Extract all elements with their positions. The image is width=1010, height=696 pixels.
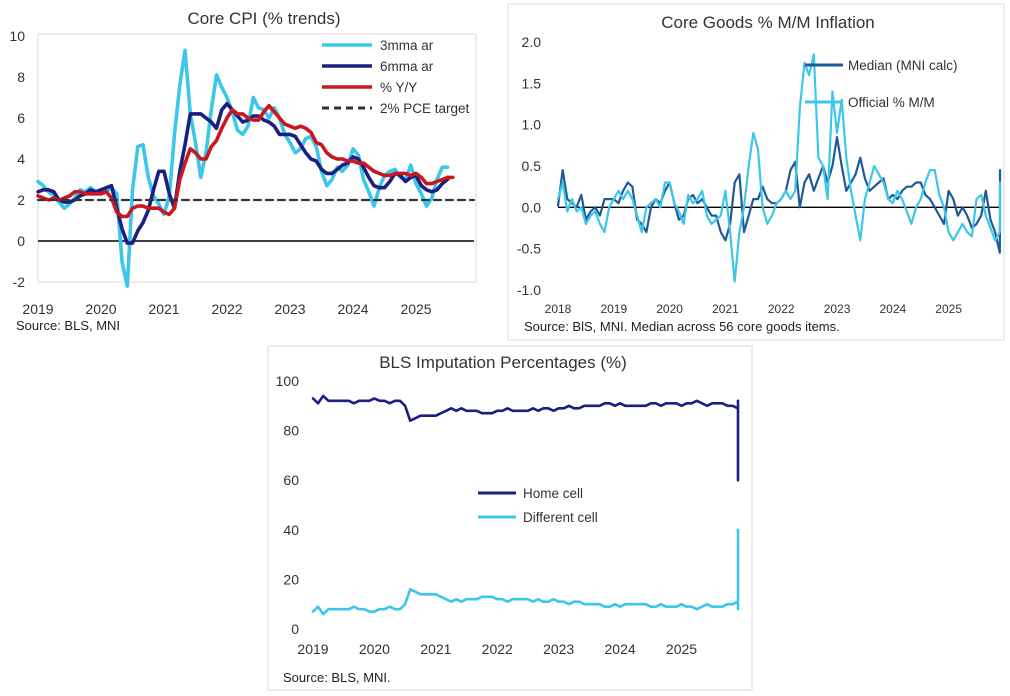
legend-label-home-cell: Home cell [523, 486, 583, 501]
imputation-source: Source: BLS, MNI. [283, 670, 391, 685]
legend-label-different-cell: Different cell [523, 510, 598, 525]
goods-xtick-label: 2018 [545, 302, 572, 316]
legend-label-median: Median (MNI calc) [848, 58, 958, 73]
imputation-legend: Home cell Different cell [478, 486, 598, 525]
core-goods-legend: Median (MNI calc) Official % M/M [805, 58, 958, 110]
imput-xtick-label: 2023 [543, 641, 574, 657]
cpi-xtick-label: 2022 [211, 301, 242, 317]
cpi-xtick-label: 2024 [337, 301, 368, 317]
imput-xtick-label: 2019 [297, 641, 328, 657]
goods-xtick-label: 2021 [712, 302, 739, 316]
cpi-ytick-label: 8 [17, 69, 25, 85]
cpi-xtick-label: 2020 [85, 301, 116, 317]
cpi-ytick-label: 6 [17, 110, 25, 126]
imputation-title: BLS Imputation Percentages (%) [379, 353, 627, 372]
imput-series-different-cell [311, 528, 740, 616]
core-cpi-title: Core CPI (% trends) [187, 9, 340, 28]
imputation-chart: BLS Imputation Percentages (%) 0 20 40 60 80… [267, 345, 753, 691]
imput-xtick-label: 2020 [359, 641, 390, 657]
core-goods-chart: Core Goods % M/M Inflation -1.0 -0.5 0.0 0.… [507, 3, 1005, 341]
goods-series-official-m-m [556, 53, 1002, 283]
core-goods-frame [507, 3, 1005, 341]
core-cpi-source: Source: BLS, MNI [16, 318, 120, 333]
goods-ytick-label: -1.0 [517, 282, 541, 298]
goods-ytick-label: 0.5 [522, 158, 542, 174]
cpi-ytick-label: 2 [17, 192, 25, 208]
imput-ytick-label: 40 [283, 522, 299, 538]
cpi-ytick-label: 0 [17, 233, 25, 249]
legend-label-pce-target: 2% PCE target [380, 101, 470, 116]
cpi-ytick-label: -2 [13, 274, 26, 290]
legend-label-yoy: % Y/Y [380, 80, 417, 95]
goods-ytick-label: -0.5 [517, 241, 541, 257]
imput-xtick-label: 2022 [482, 641, 513, 657]
imput-ytick-label: 100 [276, 373, 300, 389]
cpi-xtick-label: 2023 [274, 301, 305, 317]
imputation-frame [267, 345, 753, 691]
imput-xtick-label: 2024 [605, 641, 636, 657]
core-cpi-plot-frame [37, 33, 477, 283]
goods-ytick-label: 0.0 [522, 199, 542, 215]
goods-xtick-label: 2024 [879, 302, 906, 316]
imput-ytick-label: 80 [283, 423, 299, 439]
core-cpi-chart: Core CPI (% trends) -2 0 2 4 6 8 10 2019 2020 20… [9, 9, 477, 333]
cpi-xtick-label: 2025 [400, 301, 431, 317]
cpi-xtick-label: 2021 [148, 301, 179, 317]
goods-xtick-label: 2022 [768, 302, 795, 316]
imput-series-home-cell [311, 394, 740, 482]
imput-ytick-label: 20 [283, 571, 299, 587]
cpi-ytick-label: 4 [17, 151, 25, 167]
legend-label-official: Official % M/M [848, 95, 935, 110]
legend-label-6mma: 6mma ar [380, 59, 434, 74]
goods-xtick-label: 2025 [935, 302, 962, 316]
core-goods-title: Core Goods % M/M Inflation [661, 13, 875, 32]
imput-ytick-label: 0 [291, 621, 299, 637]
legend-label-3mma: 3mma ar [380, 38, 434, 53]
cpi-ytick-label: 10 [9, 28, 25, 44]
core-goods-source: Source: BlS, MNI. Median across 56 core … [524, 319, 840, 334]
imput-xtick-label: 2021 [420, 641, 451, 657]
goods-xtick-label: 2019 [600, 302, 627, 316]
goods-xtick-label: 2023 [824, 302, 851, 316]
imput-ytick-label: 60 [283, 472, 299, 488]
goods-ytick-label: 2.0 [522, 34, 542, 50]
goods-ytick-label: 1.0 [522, 117, 542, 133]
imput-xtick-label: 2025 [666, 641, 697, 657]
cpi-series-y-y [36, 103, 455, 219]
goods-ytick-label: 1.5 [522, 75, 542, 91]
cpi-xtick-label: 2019 [22, 301, 53, 317]
cpi-series-6mma-ar [36, 101, 450, 245]
core-cpi-legend: 3mma ar 6mma ar % Y/Y 2% PCE target [322, 38, 470, 116]
goods-xtick-label: 2020 [656, 302, 683, 316]
